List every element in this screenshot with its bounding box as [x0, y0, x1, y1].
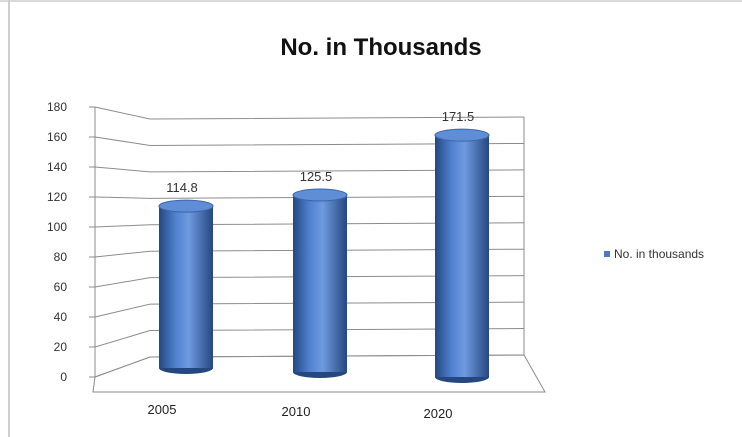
y-tick-label: 120 — [47, 190, 67, 204]
floor-plane — [92, 354, 546, 393]
y-axis-ticks: 0 20 40 60 80 100 120 140 160 180 — [47, 100, 95, 384]
axes — [92, 107, 546, 393]
frame-top-border — [0, 0, 742, 2]
chart-title: No. in Thousands — [280, 34, 481, 61]
legend-swatch — [604, 251, 610, 257]
y-tick-label: 40 — [54, 310, 68, 324]
legend: No. in thousands — [604, 247, 704, 261]
gridline — [94, 166, 525, 173]
gridline — [94, 275, 525, 288]
legend-label: No. in thousands — [614, 247, 704, 261]
y-tick-label: 140 — [47, 160, 67, 174]
gridline — [94, 301, 525, 318]
y-tick-label: 100 — [47, 220, 67, 234]
data-label: 114.8 — [166, 180, 198, 195]
y-tick-label: 80 — [54, 250, 68, 264]
frame-left-border — [8, 0, 10, 437]
gridline — [94, 328, 525, 348]
bar-cylinder — [292, 188, 348, 378]
y-tick-label: 20 — [54, 340, 68, 354]
y-tick-label: 180 — [47, 100, 67, 114]
bar-cylinder — [158, 199, 214, 374]
data-labels: 114.8 125.5 171.5 — [166, 109, 474, 195]
gridline — [94, 222, 525, 228]
y-tick-label: 60 — [54, 280, 68, 294]
x-axis-categories: 2005 2010 2020 — [148, 402, 453, 421]
x-category-label: 2020 — [424, 406, 453, 421]
y-tick-label: 160 — [47, 130, 67, 144]
x-category-label: 2005 — [148, 402, 177, 417]
gridline — [94, 248, 525, 258]
y-tick-label: 0 — [60, 370, 67, 384]
gridline — [94, 195, 525, 199]
bar-cylinder — [434, 128, 490, 383]
x-category-label: 2010 — [282, 404, 311, 419]
gridline — [94, 106, 525, 120]
data-label: 171.5 — [442, 109, 475, 124]
gridline — [94, 136, 525, 146]
bars — [158, 128, 490, 383]
data-label: 125.5 — [300, 169, 333, 184]
